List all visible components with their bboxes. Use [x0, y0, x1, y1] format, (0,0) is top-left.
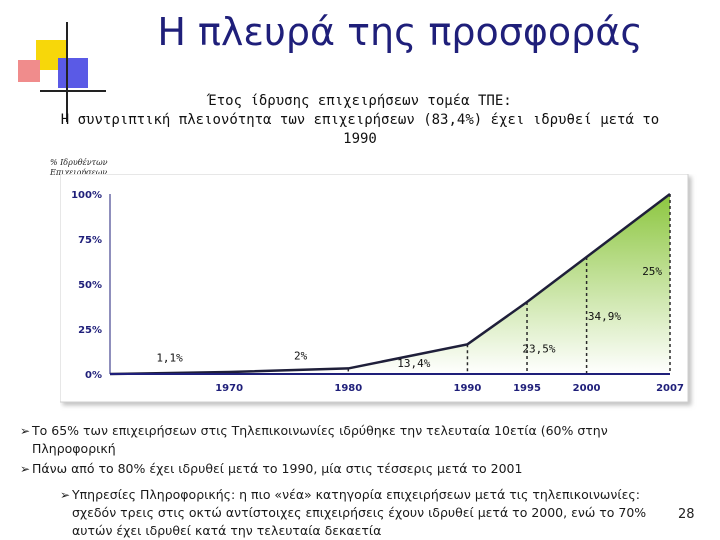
decor-line-horizontal — [40, 90, 106, 92]
area-chart: 0% 25% 50% 75% 100% 1970 1980 1990 1995 2000 2007 1… — [60, 174, 689, 403]
x-tick-label: 2000 — [573, 383, 601, 394]
arrow-icon: ➢ — [60, 488, 71, 502]
data-label: 25% — [642, 265, 662, 278]
data-label: 2% — [294, 350, 308, 363]
chart-subtitle: Έτος ίδρυσης επιχειρήσεων τομέα ΤΠΕ: Η σ… — [20, 92, 700, 149]
x-tick-label: 1995 — [513, 383, 541, 394]
y-tick-label: 100% — [71, 190, 102, 201]
y-axis-label-line-1: % Ιδρυθέντων — [50, 158, 108, 167]
y-tick-label: 75% — [78, 235, 102, 246]
bullet-2-text: Πάνω από το 80% έχει ιδρυθεί μετά το 199… — [32, 461, 523, 476]
bullet-1: ➢ Το 65% των επιχειρήσεων στις Τηλεπικοιν… — [20, 422, 680, 458]
y-axis-label: % Ιδρυθέντων Επιχειρήσεων — [50, 158, 140, 178]
arrow-icon: ➢ — [20, 462, 31, 476]
x-tick-label: 2007 — [656, 383, 684, 394]
y-tick-label: 25% — [78, 325, 102, 336]
decor-square-blue — [58, 58, 88, 88]
data-label: 13,4% — [397, 357, 430, 370]
subtitle-line-3: 1990 — [343, 131, 377, 147]
slide-title: Η πλευρά της προσφοράς — [157, 10, 643, 54]
bullet-1-text: Το 65% των επιχειρήσεων στις Τηλεπικοινω… — [32, 423, 608, 456]
data-label: 34,9% — [588, 310, 621, 323]
area-fill — [110, 194, 670, 374]
decor-line-vertical — [66, 22, 68, 122]
series-line — [109, 193, 671, 376]
y-axis-label-line-2: Επιχειρήσεων — [50, 168, 108, 177]
data-label: 1,1% — [156, 351, 183, 364]
bullet-3: ➢ Υπηρεσίες Πληροφορικής: η πιο «νέα» κατ… — [60, 486, 660, 540]
x-tick-label: 1970 — [215, 383, 243, 394]
data-label: 23,5% — [522, 342, 555, 355]
x-tick-label: 1980 — [334, 383, 362, 394]
subtitle-line-2: Η συντριπτική πλειονότητα των επιχειρήσε… — [60, 112, 660, 128]
plot-area: 0% 25% 50% 75% 100% 1970 1980 1990 1995 2000 2007 1… — [71, 190, 684, 394]
arrow-icon: ➢ — [20, 424, 31, 438]
page-number: 28 — [678, 507, 695, 522]
decor-square-red — [18, 60, 40, 82]
y-tick-label: 50% — [78, 280, 102, 291]
y-tick-label: 0% — [85, 370, 102, 381]
x-tick-label: 1990 — [454, 383, 482, 394]
subtitle-line-1: Έτος ίδρυσης επιχειρήσεων τομέα ΤΠΕ: — [208, 93, 512, 109]
bullet-2: ➢ Πάνω από το 80% έχει ιδρυθεί μετά το 19… — [20, 460, 680, 478]
bullet-3-text: Υπηρεσίες Πληροφορικής: η πιο «νέα» κατη… — [72, 487, 647, 538]
